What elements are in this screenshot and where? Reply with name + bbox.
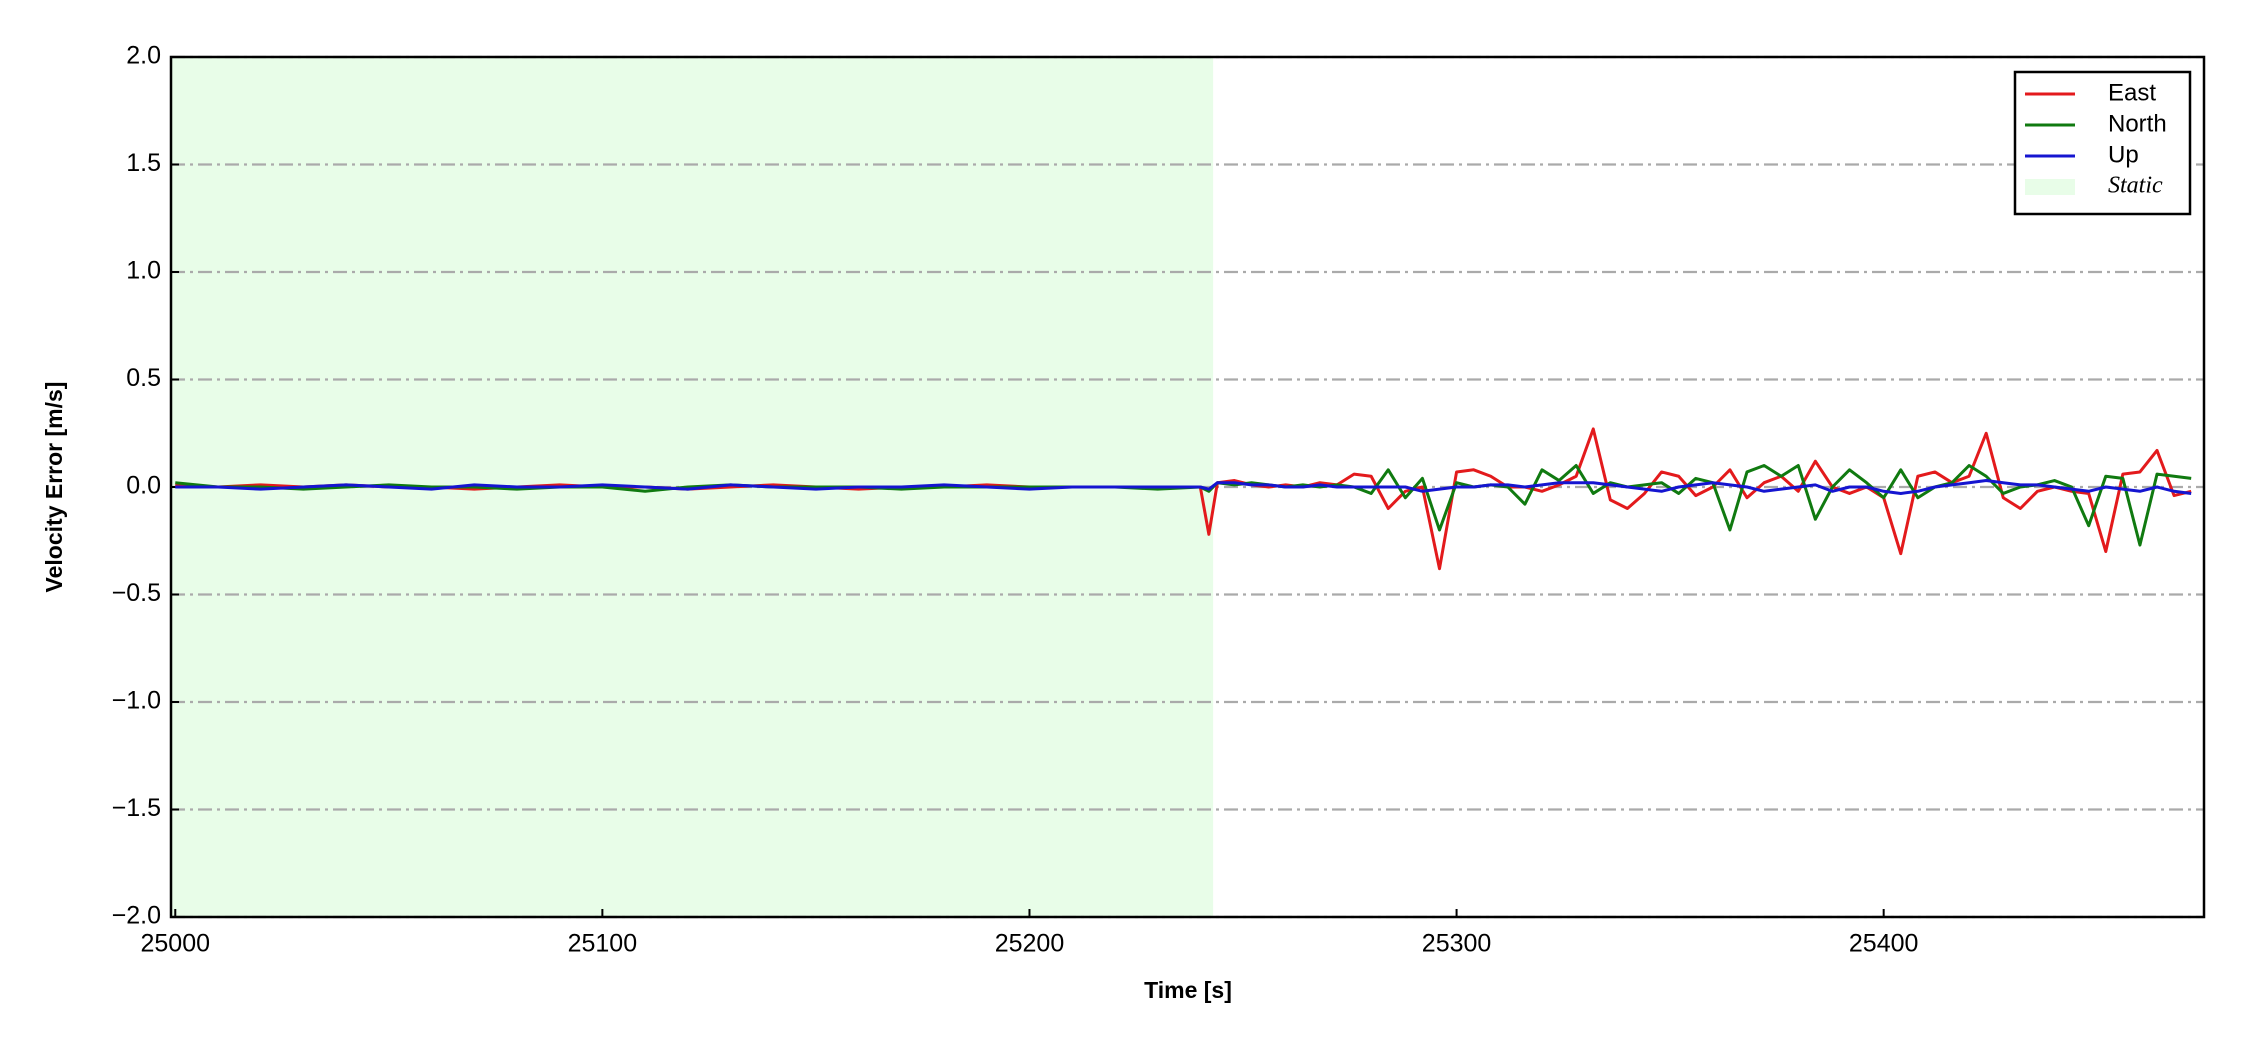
y-tick-label: −1.5	[112, 794, 161, 822]
y-tick-label: 0.0	[126, 472, 161, 500]
legend-label: North	[2108, 110, 2167, 137]
y-tick-label: 1.5	[126, 149, 161, 177]
legend-label: Static	[2108, 173, 2163, 199]
y-tick-label: 2.0	[126, 42, 161, 70]
y-axis-label: Velocity Error [m/s]	[41, 382, 67, 593]
legend-label: Up	[2108, 141, 2139, 168]
plot-frame	[169, 55, 2206, 919]
x-tick-label: 25100	[568, 930, 638, 958]
y-tick-label: −0.5	[112, 579, 161, 607]
x-tick-label: 25000	[141, 930, 211, 958]
legend-swatch	[2025, 179, 2075, 195]
series-line	[175, 479, 2192, 495]
x-axis-label: Time [s]	[1144, 977, 1232, 1003]
x-tick-label: 25400	[1849, 930, 1919, 958]
legend-label: East	[2108, 79, 2156, 106]
y-tick-label: −2.0	[112, 902, 161, 930]
x-tick-label: 25200	[995, 930, 1065, 958]
y-tick-label: 0.5	[126, 364, 161, 392]
y-tick-label: −1.0	[112, 687, 161, 715]
y-tick-label: 1.0	[126, 257, 161, 285]
x-tick-label: 25300	[1422, 930, 1492, 958]
